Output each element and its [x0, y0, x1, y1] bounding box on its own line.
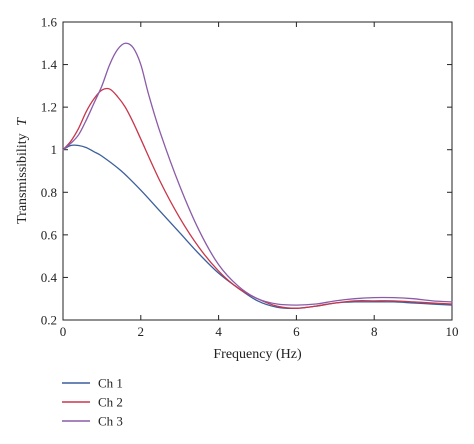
- y-tick-label: 0.6: [41, 227, 58, 242]
- legend-label-ch-1: Ch 1: [98, 376, 123, 391]
- y-tick-label: 0.2: [41, 313, 57, 328]
- legend-label-ch-2: Ch 2: [98, 395, 123, 410]
- x-axis-ticks: 0 2 4 6 8 10: [60, 22, 459, 339]
- y-tick-label: 0.4: [41, 270, 58, 285]
- plot-frame: [62, 21, 453, 321]
- y-tick-label: 1.2: [41, 100, 57, 115]
- y-axis-label-text: Transmissibility: [15, 133, 30, 224]
- x-tick-label: 4: [215, 324, 222, 339]
- series-layer: [62, 42, 453, 310]
- x-tick-label: 8: [371, 324, 378, 339]
- series-line-ch-2: [62, 87, 453, 309]
- y-tick-label: 1.6: [41, 15, 58, 30]
- y-tick-label: 0.8: [41, 185, 57, 200]
- legend-label-ch-3: Ch 3: [98, 414, 123, 429]
- legend: Ch 1 Ch 2 Ch 3: [62, 376, 123, 429]
- y-axis-ticks: 0.2 0.4 0.6 0.8 1 1.2 1.4 1.6: [41, 15, 452, 328]
- series-line-ch-1: [62, 144, 453, 310]
- x-tick-label: 2: [138, 324, 145, 339]
- y-tick-label: 1.4: [41, 57, 58, 72]
- x-axis-label: Frequency (Hz): [213, 347, 302, 362]
- y-axis-label-symbol: T: [15, 117, 30, 126]
- x-tick-label: 6: [293, 324, 300, 339]
- y-tick-label: 1: [51, 142, 58, 157]
- y-axis-label: Transmissibility T: [15, 117, 30, 224]
- plot-border: [62, 21, 453, 321]
- series-line-ch-3: [62, 42, 453, 306]
- x-tick-label: 0: [60, 324, 67, 339]
- x-tick-label: 10: [446, 324, 459, 339]
